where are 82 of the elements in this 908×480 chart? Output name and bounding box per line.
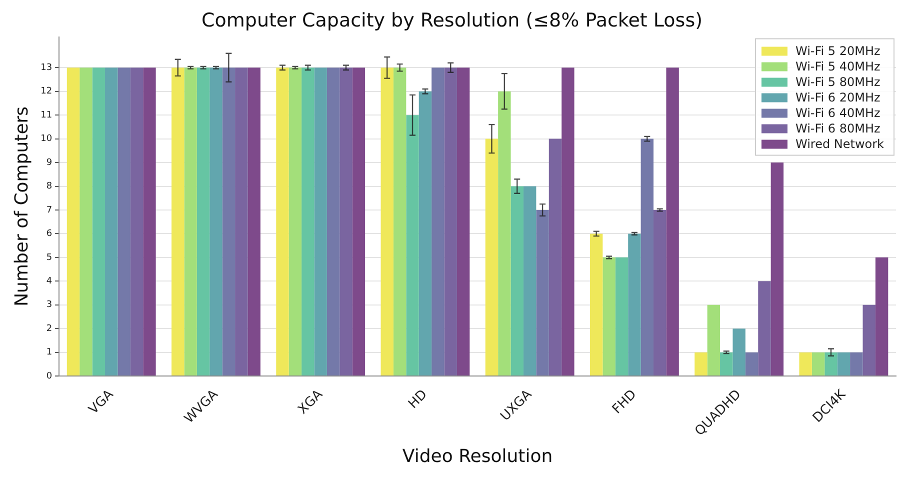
bar [326, 68, 340, 376]
bar [235, 68, 248, 376]
bar [498, 91, 511, 376]
bar [276, 68, 289, 376]
bar [770, 162, 784, 376]
bar [666, 68, 679, 376]
bar [758, 281, 771, 376]
bar [380, 68, 394, 376]
bar [812, 352, 825, 376]
bar [184, 68, 197, 376]
bar [352, 68, 366, 376]
bar [302, 68, 314, 376]
bar [628, 234, 641, 376]
bar [485, 138, 498, 376]
bar [562, 68, 574, 376]
bar [248, 68, 260, 376]
bar [456, 68, 470, 376]
chart-title: Computer Capacity by Resolution (≤8% Packet Loss) [201, 9, 703, 32]
legend-label: Wi-Fi 6 20MHz [795, 90, 880, 104]
bar [510, 186, 524, 376]
y-tick-label: 2 [46, 324, 52, 334]
y-tick-label: 4 [46, 276, 52, 286]
bar [92, 68, 106, 376]
legend-label: Wi-Fi 6 80MHz [795, 121, 880, 136]
y-tick-label: 1 [46, 348, 52, 358]
bar [314, 68, 327, 376]
bar [222, 68, 236, 376]
x-axis-title: Video Resolution [402, 446, 553, 467]
y-tick-label: 0 [46, 371, 52, 382]
y-tick-label: 11 [40, 110, 52, 120]
bar [640, 138, 654, 376]
bar [66, 68, 80, 376]
bar [654, 210, 666, 376]
bar [536, 210, 549, 376]
y-tick-label: 6 [46, 229, 52, 240]
bar [590, 234, 603, 376]
bar [837, 352, 850, 376]
y-tick-label: 3 [46, 300, 52, 310]
bar [406, 115, 419, 376]
legend-label: Wired Network [795, 136, 884, 151]
bar [288, 68, 302, 376]
bar [143, 68, 156, 376]
x-tick-label: VGA [86, 387, 117, 418]
legend-label: Wi-Fi 6 40MHz [795, 106, 880, 120]
bar [862, 304, 876, 376]
bar [548, 138, 562, 376]
y-tick-label: 13 [40, 62, 52, 73]
y-tick-label: 9 [46, 158, 52, 168]
legend-label: Wi-Fi 5 40MHz [795, 59, 880, 74]
x-tick-label: HD [406, 387, 430, 412]
bar [694, 352, 708, 376]
bar [210, 68, 222, 376]
legend-label: Wi-Fi 5 80MHz [795, 74, 880, 89]
bar [615, 257, 628, 376]
bar [432, 68, 444, 376]
bar [444, 68, 457, 376]
legend-label: Wi-Fi 5 20MHz [795, 44, 880, 58]
y-tick-label: 8 [46, 182, 52, 192]
bar [393, 68, 406, 376]
bar [875, 257, 888, 376]
bar [172, 68, 184, 376]
bar [340, 68, 352, 376]
bar [523, 186, 536, 376]
bar [196, 68, 210, 376]
bar [799, 352, 812, 376]
bar [745, 352, 758, 376]
bar [118, 68, 130, 376]
bar [418, 91, 432, 376]
bar [707, 304, 720, 376]
y-tick-label: 5 [46, 252, 52, 263]
y-tick-label: 7 [46, 205, 52, 216]
y-tick-label: 10 [40, 134, 52, 144]
bar [80, 68, 92, 376]
y-tick-label: 12 [40, 86, 52, 97]
bar [732, 328, 746, 376]
bar [720, 352, 733, 376]
bar [130, 68, 144, 376]
bar [850, 352, 863, 376]
bar [602, 257, 616, 376]
bar [824, 352, 838, 376]
y-axis-title: Number of Computers [11, 106, 32, 306]
bar [105, 68, 118, 376]
